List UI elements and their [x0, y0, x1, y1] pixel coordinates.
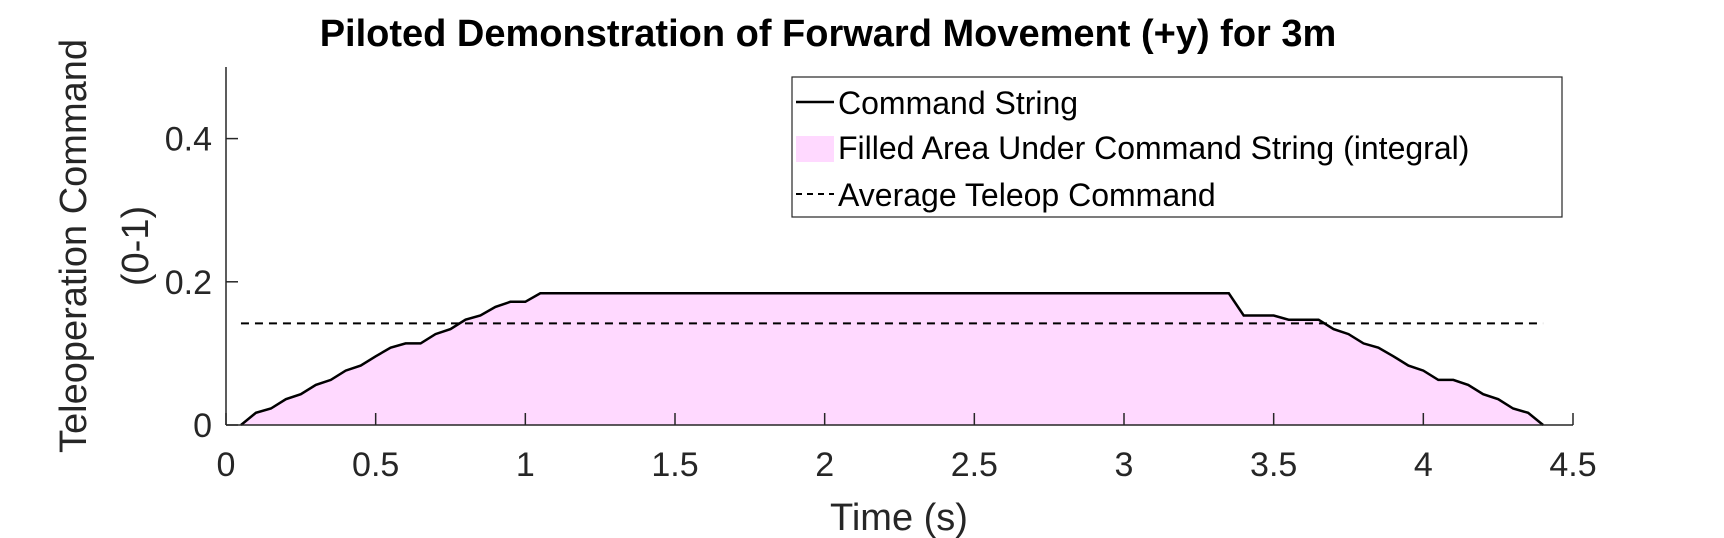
chart-title: Piloted Demonstration of Forward Movemen… [320, 13, 1337, 55]
x-tick-label: 1.5 [651, 446, 698, 484]
x-tick-label: 0.5 [352, 446, 399, 484]
legend-box [791, 76, 1563, 218]
x-tick-label: 3.5 [1250, 446, 1297, 484]
y-axis-label-line-2: (0-1) [115, 206, 157, 286]
x-axis-label: Time (s) [830, 497, 968, 538]
y-axis-ticks: 0 0.2 0.4 [165, 121, 238, 445]
x-tick-label: 0 [217, 446, 236, 484]
legend-label-average-teleop: Average Teleop Command [838, 177, 1216, 213]
y-axis-label-line-1: Teleoperation Command [53, 39, 95, 453]
y-tick-label: 0.2 [165, 264, 212, 302]
x-tick-label: 4.5 [1549, 446, 1596, 484]
x-tick-label: 3 [1115, 446, 1134, 484]
x-tick-label: 4 [1414, 446, 1433, 484]
x-tick-label: 2.5 [951, 446, 998, 484]
legend: Command String Filled Area Under Command… [791, 76, 1563, 218]
y-tick-label: 0 [193, 407, 212, 445]
x-tick-label: 1 [516, 446, 535, 484]
area-fill [241, 293, 1544, 425]
legend-swatch-filled-area [796, 136, 834, 162]
x-axis-ticks: 0 0.5 1 1.5 2 2.5 3 3.5 4 4.5 [217, 413, 1597, 484]
y-tick-label: 0.4 [165, 121, 212, 159]
x-tick-label: 2 [815, 446, 834, 484]
y-axis-label: Teleoperation Command (0-1) [53, 39, 157, 453]
legend-label-filled-area: Filled Area Under Command String (integr… [838, 130, 1469, 166]
legend-label-command-string: Command String [838, 85, 1078, 121]
command-string-line [240, 292, 1544, 426]
